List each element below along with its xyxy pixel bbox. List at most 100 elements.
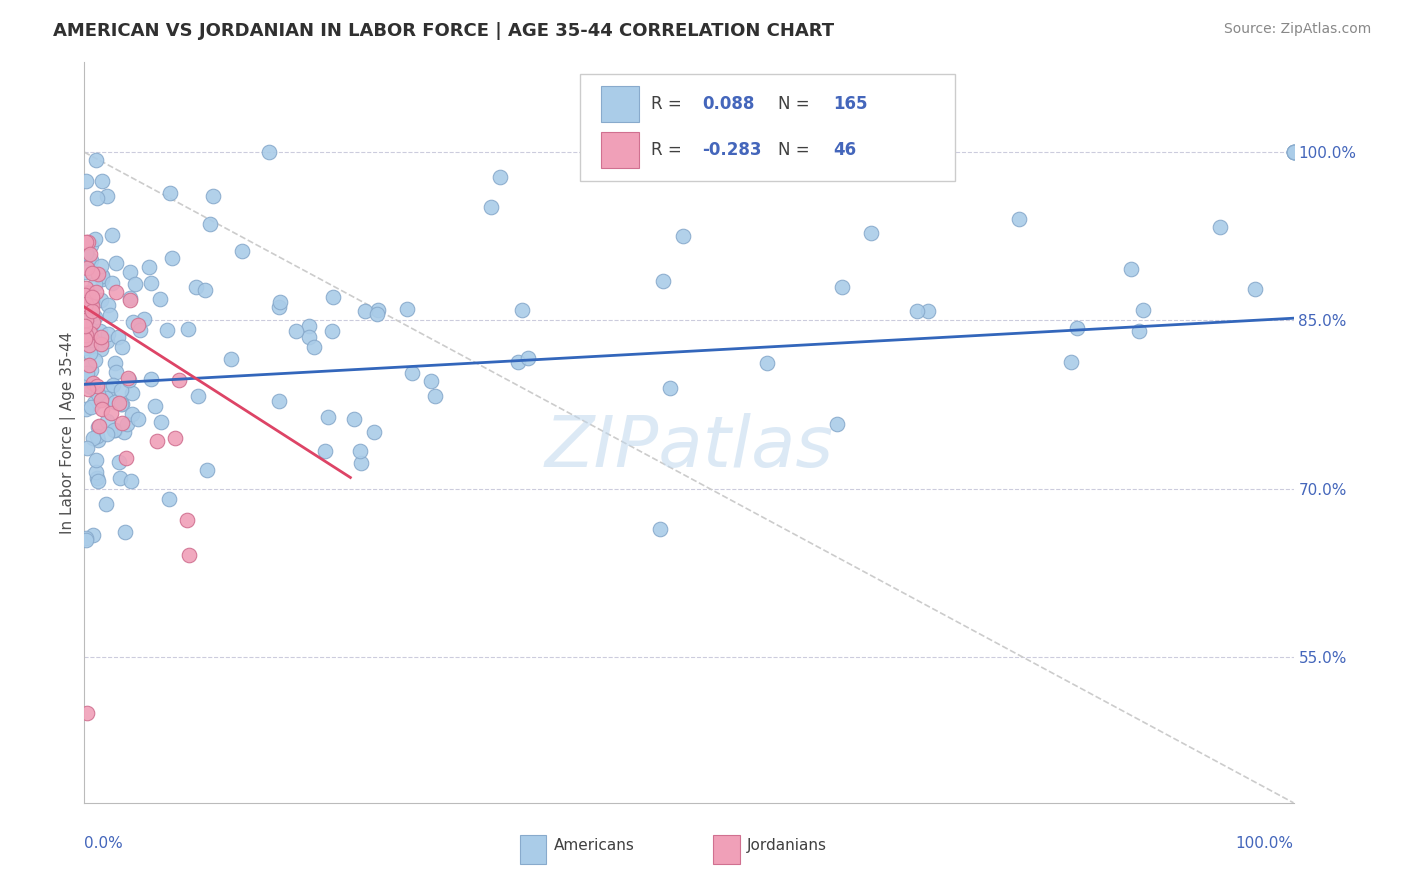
Point (91, 401, 114, 416)
Point (139, 277, 162, 291)
Point (1066, 321, 1088, 335)
Point (86, 470, 108, 484)
Point (82, 333, 104, 347)
Point (87, 433, 110, 447)
Point (198, 217, 221, 231)
Point (89, 393, 111, 408)
Point (163, 431, 186, 445)
Point (79, 379, 101, 393)
Point (510, 303, 533, 318)
Point (104, 285, 127, 299)
Point (83, 277, 105, 292)
Point (111, 416, 134, 430)
Point (115, 417, 138, 431)
Point (1060, 355, 1083, 369)
Point (269, 295, 291, 310)
Point (91, 268, 114, 283)
Point (96, 498, 118, 512)
Point (149, 415, 172, 429)
Point (79, 346, 101, 360)
Point (177, 322, 200, 336)
Text: -0.283: -0.283 (702, 141, 762, 159)
Point (76, 337, 98, 351)
Point (516, 351, 538, 366)
Point (79, 401, 101, 415)
Point (80, 299, 103, 313)
Point (80, 238, 103, 252)
Text: 165: 165 (832, 95, 868, 113)
Point (177, 549, 200, 563)
Point (1119, 262, 1142, 277)
Point (202, 188, 225, 202)
Point (1128, 324, 1150, 338)
Point (80, 380, 103, 394)
Point (117, 370, 139, 384)
Point (127, 412, 149, 426)
Point (83, 310, 105, 325)
Point (77, 285, 100, 300)
Point (827, 417, 849, 432)
Point (672, 228, 695, 243)
Point (297, 329, 319, 343)
Point (84, 232, 107, 246)
Point (79, 294, 101, 309)
Point (97, 327, 120, 342)
Point (75, 313, 97, 327)
Point (80, 339, 103, 353)
Point (87, 419, 110, 434)
Point (84, 285, 107, 300)
Point (80, 266, 103, 280)
Point (76, 366, 98, 380)
Point (82, 315, 104, 329)
Point (145, 434, 167, 448)
Point (184, 280, 207, 294)
Point (231, 244, 253, 259)
Point (157, 491, 180, 506)
Bar (600, 87, 640, 122)
Point (755, 356, 778, 370)
Point (94, 392, 117, 406)
Y-axis label: In Labor Force | Age 35-44: In Labor Force | Age 35-44 (60, 332, 76, 533)
Point (82, 431, 104, 445)
Point (120, 291, 142, 305)
Point (322, 290, 344, 304)
Point (86, 191, 108, 205)
Point (104, 423, 127, 437)
Point (75, 531, 97, 545)
Point (75, 402, 97, 417)
Point (86, 379, 108, 393)
Point (129, 323, 152, 337)
Point (75, 281, 97, 295)
Point (75, 285, 97, 300)
Point (103, 378, 125, 392)
Point (349, 456, 371, 470)
Point (508, 355, 530, 369)
Text: 46: 46 (832, 141, 856, 159)
Point (149, 293, 172, 307)
Point (82, 527, 104, 541)
Point (75, 297, 97, 311)
Point (96, 414, 118, 428)
Point (401, 366, 423, 380)
Point (488, 170, 510, 185)
Point (96, 426, 118, 441)
Text: Source: ZipAtlas.com: Source: ZipAtlas.com (1223, 22, 1371, 37)
Text: N =: N = (779, 95, 815, 113)
Point (349, 444, 371, 458)
Point (75, 533, 97, 548)
Point (139, 372, 162, 386)
Point (302, 340, 325, 354)
Point (79, 326, 101, 340)
Point (108, 455, 131, 469)
Point (75, 328, 97, 343)
Point (859, 226, 882, 240)
Point (87, 474, 110, 488)
Point (114, 525, 136, 540)
Point (124, 277, 146, 291)
Point (104, 395, 127, 409)
Point (87, 386, 110, 401)
Point (298, 319, 321, 334)
Bar (600, 132, 640, 168)
Point (75, 265, 97, 279)
Point (169, 373, 191, 387)
